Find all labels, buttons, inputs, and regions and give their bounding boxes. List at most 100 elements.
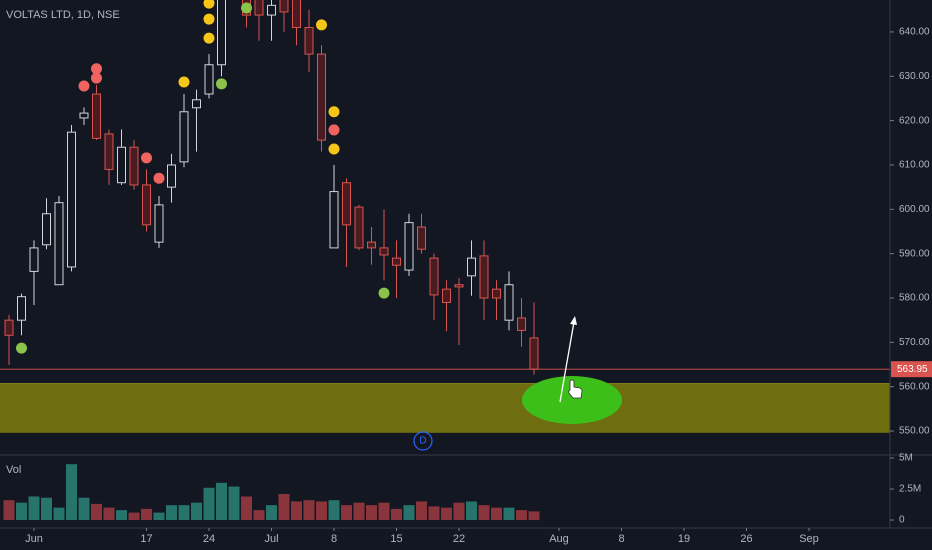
x-tick-label: Jun (25, 533, 43, 545)
candle-body (454, 284, 464, 288)
candle-body (504, 284, 514, 321)
volume-bar (303, 500, 315, 521)
y-tick-label: 590.00 (899, 248, 930, 259)
arrow-line (559, 321, 575, 403)
candle-body (67, 131, 76, 268)
chart-title: VOLTAS LTD, 1D, NSE (6, 9, 120, 21)
volume-bar (41, 497, 52, 521)
candle-body (267, 4, 276, 16)
volume-bar (403, 505, 415, 521)
signal-dot (16, 342, 27, 354)
candle-body (29, 247, 39, 272)
volume-bar (53, 507, 65, 521)
event-marker: D (419, 436, 426, 447)
volume-bar (328, 500, 340, 521)
x-tick-label: 17 (140, 533, 152, 545)
x-tick-label: 26 (740, 533, 752, 545)
candle-body (167, 164, 176, 188)
volume-bar (391, 508, 402, 521)
volume-bar (203, 487, 215, 521)
signal-dot (203, 13, 215, 25)
volume-bar (103, 507, 115, 521)
candle-body (279, 0, 289, 13)
volume-bar (141, 508, 152, 521)
candle-body (104, 133, 114, 170)
volume-bar (466, 501, 477, 521)
signal-dot (78, 80, 90, 92)
volume-bar (491, 507, 502, 521)
candle-body (379, 247, 389, 256)
y-tick-label: 630.00 (899, 71, 930, 82)
y-tick-label: 600.00 (899, 204, 930, 215)
support-zone (0, 383, 890, 433)
signal-dot (91, 72, 102, 84)
volume-bar (266, 505, 277, 521)
hand-cursor (568, 379, 583, 399)
signal-dot (141, 152, 152, 164)
y-tick-label: 570.00 (899, 337, 930, 348)
volume-bar (66, 464, 77, 521)
volume-bar (253, 510, 265, 521)
signal-dot (378, 287, 390, 299)
volume-bar (16, 502, 27, 521)
candle-body (217, 0, 226, 66)
candle-body (467, 257, 476, 277)
candle-body (404, 222, 414, 271)
volume-bar (428, 506, 440, 521)
volume-bar (341, 505, 352, 521)
volume-tick-label: 0 (899, 515, 905, 526)
candle-body (367, 241, 376, 249)
volume-bar (316, 501, 327, 521)
volume-bar (241, 496, 252, 521)
candle-body (17, 296, 26, 321)
x-tick-label: Sep (799, 533, 819, 545)
x-tick-label: 22 (453, 533, 465, 545)
x-tick-label: Jul (264, 533, 278, 545)
x-tick-label: 8 (331, 533, 337, 545)
candle-body (342, 182, 351, 226)
candle-body (154, 204, 164, 243)
y-tick-label: 580.00 (899, 293, 930, 304)
candle-body (92, 93, 101, 139)
volume-bar (528, 511, 540, 521)
candle-body (204, 64, 214, 95)
volume-bar (416, 501, 427, 521)
x-tick-label: Aug (549, 533, 569, 545)
x-tick-label: 15 (390, 533, 402, 545)
candle-body (54, 202, 64, 286)
volume-tick-label: 5M (899, 453, 913, 464)
volume-label: Vol (6, 464, 21, 476)
signal-dot (203, 0, 215, 9)
volume-bar (378, 502, 390, 521)
volume-bar (166, 505, 177, 521)
y-tick-label: 620.00 (899, 115, 930, 126)
volume-bar (453, 502, 465, 521)
volume-bar (441, 507, 452, 521)
last-price-box (891, 361, 932, 378)
candle-body (292, 0, 301, 28)
volume-bar (503, 507, 515, 521)
volume-bar (228, 486, 240, 521)
y-tick-label: 610.00 (899, 160, 930, 171)
signal-dot (178, 76, 190, 88)
y-tick-label: 560.00 (899, 381, 930, 392)
highlight-ellipse (522, 376, 622, 424)
arrow-head (570, 316, 577, 325)
signal-dot (91, 63, 102, 75)
signal-dot (316, 19, 327, 31)
candle-body (479, 255, 489, 299)
candle-body (429, 257, 439, 296)
volume-bar (116, 510, 127, 521)
volume-bar (128, 512, 140, 521)
signal-dot (216, 78, 227, 90)
x-tick-label: 24 (203, 533, 215, 545)
candle-body (254, 0, 264, 16)
y-tick-label: 640.00 (899, 27, 930, 38)
candle-body (129, 146, 139, 186)
volume-bar (478, 505, 490, 521)
price-pane (0, 0, 890, 433)
volume-bar (366, 505, 377, 521)
